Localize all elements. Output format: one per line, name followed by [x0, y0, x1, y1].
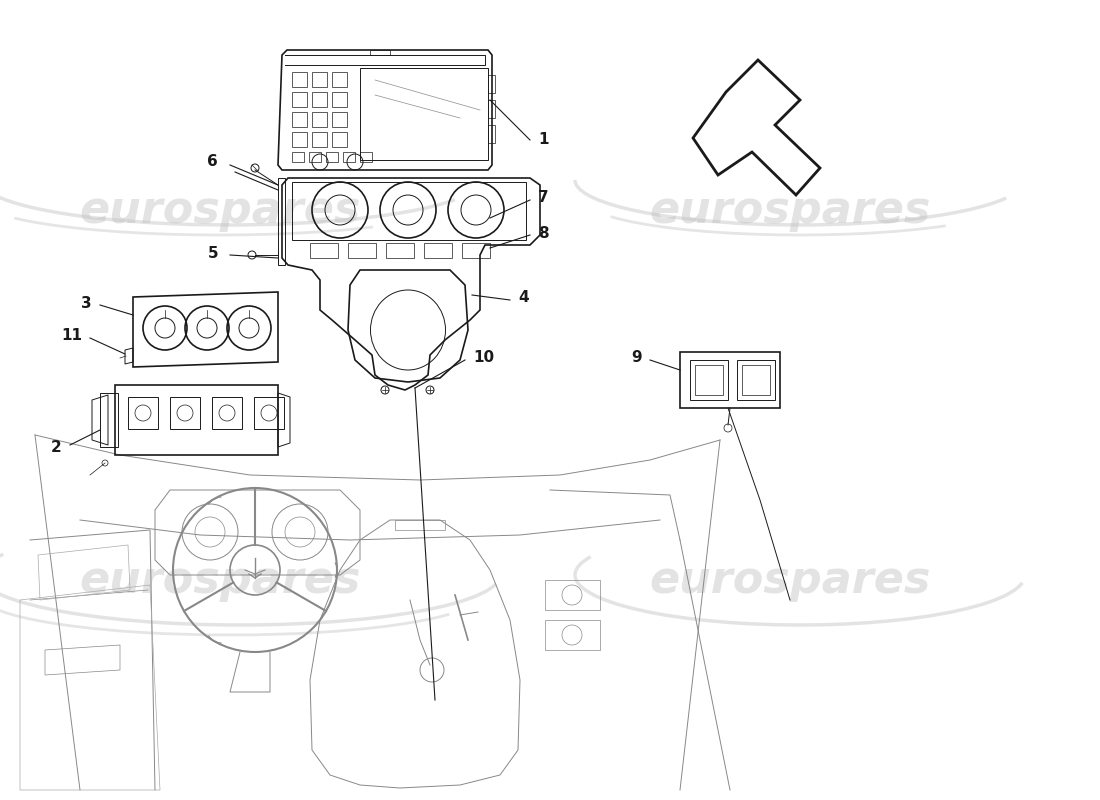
Text: 9: 9: [631, 350, 642, 366]
Text: eurospares: eurospares: [649, 558, 931, 602]
Text: 10: 10: [473, 350, 494, 366]
Text: eurospares: eurospares: [79, 558, 361, 602]
Text: 1: 1: [538, 133, 549, 147]
Text: 6: 6: [207, 154, 218, 170]
Text: 11: 11: [60, 329, 82, 343]
Text: 7: 7: [538, 190, 549, 206]
Text: 4: 4: [518, 290, 529, 306]
Text: eurospares: eurospares: [649, 189, 931, 231]
Text: 5: 5: [208, 246, 218, 261]
Text: 3: 3: [81, 295, 92, 310]
Text: 2: 2: [52, 439, 62, 454]
Text: 8: 8: [538, 226, 549, 241]
Text: eurospares: eurospares: [79, 189, 361, 231]
